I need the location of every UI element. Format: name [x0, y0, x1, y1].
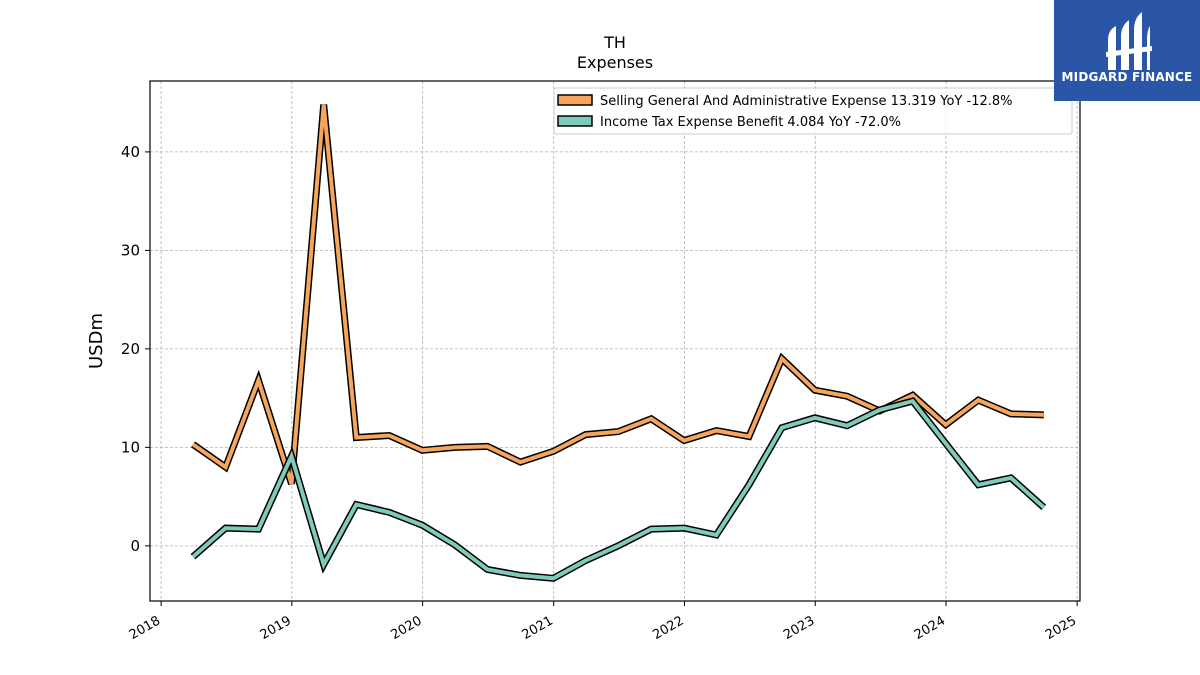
series-line-tax — [191, 398, 1046, 581]
chart-title: TH — [603, 33, 626, 52]
legend-box — [553, 87, 1073, 135]
legend-swatch-sga — [557, 94, 593, 106]
y-axis-ticks: 0 10 20 30 40 — [121, 143, 150, 555]
y-tick-label: 40 — [121, 143, 140, 161]
legend-label-sga: Selling General And Administrative Expen… — [600, 94, 1013, 109]
logo-mark-icon — [1106, 12, 1152, 70]
y-tick-label: 0 — [130, 537, 140, 555]
legend-label-tax: Income Tax Expense Benefit 4.084 YoY -72… — [600, 115, 901, 130]
series-layer — [190, 104, 1047, 582]
y-tick-label: 30 — [121, 241, 140, 259]
y-axis-label: USDm — [86, 313, 107, 369]
legend: Selling General And Administrative Expen… — [553, 87, 1073, 135]
brand-logo: MIDGARD FINANCE — [1054, 0, 1200, 101]
legend-swatch-tax — [557, 115, 593, 127]
plot-frame — [149, 80, 1081, 602]
y-tick-label: 20 — [121, 340, 140, 358]
logo-text: MIDGARD FINANCE — [1062, 70, 1193, 84]
y-tick-label: 10 — [121, 438, 140, 456]
chart-subtitle: Expenses — [577, 53, 653, 72]
